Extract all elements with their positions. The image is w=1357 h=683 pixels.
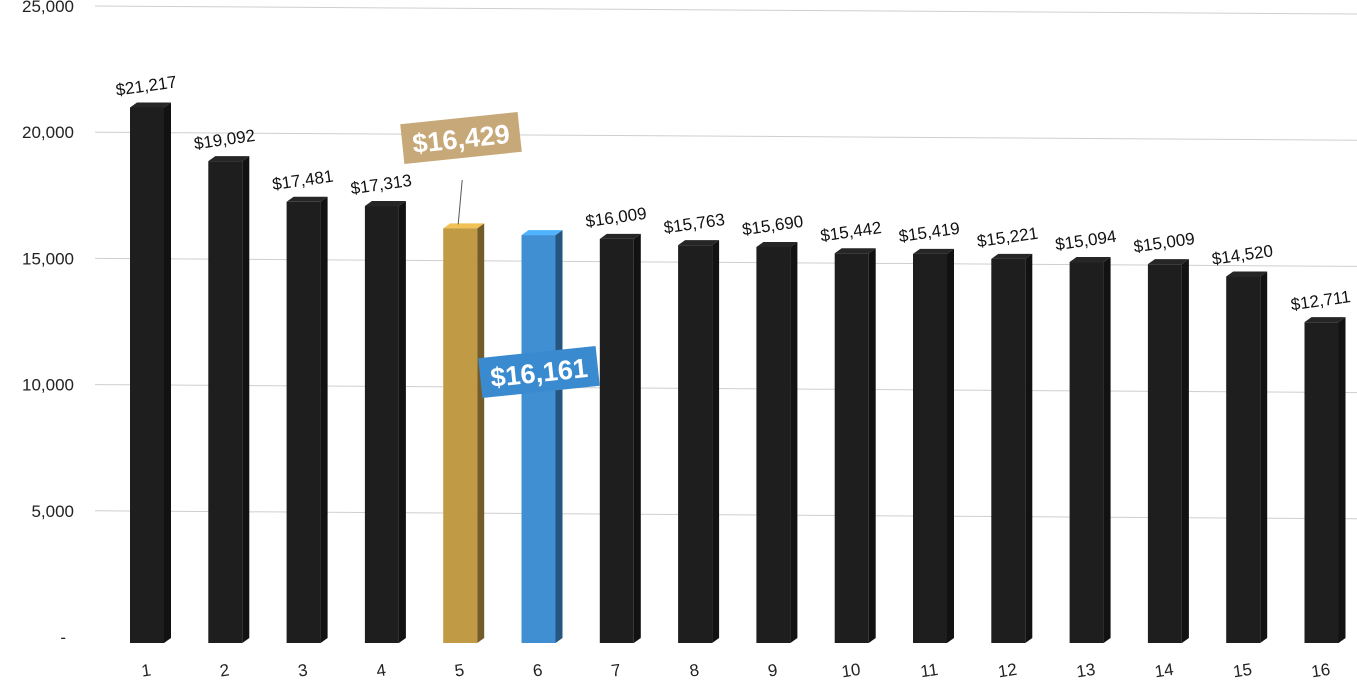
x-axis-ticks: 1 2 3 4 5 6 7 8 9 10 11 12 13 14 15 16 <box>140 660 1331 681</box>
bar <box>1147 259 1189 643</box>
bar <box>834 248 876 643</box>
callouts: $16,429 $16,161 <box>400 111 600 399</box>
value-label: $17,481 <box>271 167 334 194</box>
bar <box>599 233 641 643</box>
x-tick-label: 13 <box>1075 660 1096 681</box>
bar <box>1069 257 1111 643</box>
y-tick-label: 25,000 <box>22 0 74 16</box>
bars <box>130 102 1346 644</box>
y-tick-label: 10,000 <box>22 376 74 395</box>
x-tick-label: 6 <box>532 660 544 680</box>
x-tick-label: 9 <box>767 660 779 680</box>
value-label: $15,690 <box>741 212 804 239</box>
x-tick-label: 14 <box>1153 660 1174 681</box>
callout-current: $16,161 <box>478 345 600 399</box>
value-label: $12,711 <box>1290 287 1352 314</box>
bar <box>286 196 328 644</box>
y-axis-ticks: - 5,000 10,000 15,000 20,000 25,000 <box>22 0 74 647</box>
bar <box>443 223 485 644</box>
x-tick-label: 8 <box>688 660 700 680</box>
value-label: $14,520 <box>1211 241 1274 268</box>
gridline <box>94 131 1357 141</box>
y-tick-label: - <box>60 628 66 647</box>
bar <box>1226 271 1268 643</box>
bar <box>130 102 171 644</box>
x-tick-label: 11 <box>919 660 939 681</box>
y-tick-label: 20,000 <box>22 123 74 142</box>
bar <box>364 201 406 643</box>
x-tick-label: 4 <box>375 660 387 680</box>
value-label: $16,009 <box>584 204 647 231</box>
bar <box>1304 317 1346 643</box>
x-tick-label: 1 <box>140 660 152 680</box>
value-label: $15,009 <box>1132 229 1195 256</box>
y-tick-label: 5,000 <box>31 502 74 521</box>
bar <box>756 241 798 643</box>
x-tick-label: 12 <box>997 660 1018 681</box>
x-tick-label: 15 <box>1232 660 1253 681</box>
value-label: $21,217 <box>114 72 177 99</box>
value-label: $15,442 <box>819 218 882 245</box>
callout-highlight: $16,429 <box>400 111 522 225</box>
y-tick-label: 15,000 <box>22 249 74 268</box>
x-tick-label: 5 <box>453 660 465 680</box>
value-label: $19,092 <box>193 126 256 153</box>
bar <box>678 240 720 643</box>
bar <box>521 230 563 643</box>
x-tick-label: 16 <box>1310 660 1331 681</box>
value-label: $15,221 <box>976 224 1039 251</box>
x-tick-label: 2 <box>219 660 231 680</box>
value-label: $15,094 <box>1054 227 1117 254</box>
bar <box>208 156 250 643</box>
value-label: $17,313 <box>349 171 412 198</box>
x-tick-label: 10 <box>840 660 861 681</box>
x-tick-label: 7 <box>610 660 622 680</box>
x-tick-label: 3 <box>297 660 309 680</box>
bar <box>991 253 1033 643</box>
value-label: $15,419 <box>897 219 960 246</box>
value-label: $15,763 <box>663 210 726 237</box>
gridline <box>94 5 1357 15</box>
bar <box>913 248 954 643</box>
